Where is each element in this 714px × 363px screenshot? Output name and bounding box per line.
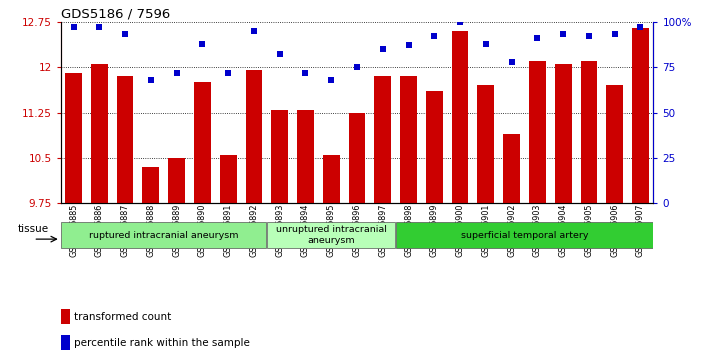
Point <box>403 42 414 48</box>
Bar <box>61 309 70 324</box>
Point <box>300 70 311 76</box>
Bar <box>374 76 391 203</box>
Point <box>532 35 543 41</box>
Text: unruptured intracranial
aneurysm: unruptured intracranial aneurysm <box>276 225 387 245</box>
Point <box>223 70 234 76</box>
Bar <box>271 110 288 203</box>
Bar <box>194 82 211 203</box>
Point <box>635 24 646 30</box>
Bar <box>297 110 314 203</box>
Bar <box>555 64 571 203</box>
Bar <box>632 28 649 203</box>
Text: tissue: tissue <box>18 224 49 234</box>
Text: transformed count: transformed count <box>74 311 171 322</box>
Point <box>196 41 208 46</box>
Bar <box>169 158 185 203</box>
Bar <box>61 335 70 350</box>
Point <box>94 24 105 30</box>
FancyBboxPatch shape <box>267 222 395 248</box>
Text: superficial temporal artery: superficial temporal artery <box>461 231 588 240</box>
Point <box>558 32 569 37</box>
Bar <box>323 155 340 203</box>
Point <box>119 32 131 37</box>
Point <box>583 33 595 39</box>
Bar <box>143 167 159 203</box>
Point <box>274 52 286 57</box>
Bar <box>220 155 236 203</box>
Point <box>68 24 79 30</box>
Point <box>454 19 466 25</box>
Point <box>609 32 620 37</box>
Text: ruptured intracranial aneurysm: ruptured intracranial aneurysm <box>89 231 238 240</box>
Bar <box>348 113 366 203</box>
Point <box>326 77 337 83</box>
Bar <box>529 61 545 203</box>
Bar <box>478 85 494 203</box>
Bar <box>503 134 520 203</box>
Bar <box>580 61 598 203</box>
Point <box>506 59 518 65</box>
Bar <box>426 91 443 203</box>
FancyBboxPatch shape <box>396 222 653 248</box>
Text: GDS5186 / 7596: GDS5186 / 7596 <box>61 8 170 21</box>
Bar <box>91 64 108 203</box>
Bar <box>606 85 623 203</box>
Bar <box>65 73 82 203</box>
FancyBboxPatch shape <box>61 222 266 248</box>
Point <box>377 46 388 52</box>
Point <box>351 64 363 70</box>
Point <box>171 70 182 76</box>
Point <box>248 28 260 34</box>
Bar <box>246 70 262 203</box>
Point <box>145 77 156 83</box>
Bar <box>452 31 468 203</box>
Bar <box>116 76 134 203</box>
Bar <box>400 76 417 203</box>
Point <box>428 33 440 39</box>
Text: percentile rank within the sample: percentile rank within the sample <box>74 338 251 348</box>
Point <box>480 41 491 46</box>
